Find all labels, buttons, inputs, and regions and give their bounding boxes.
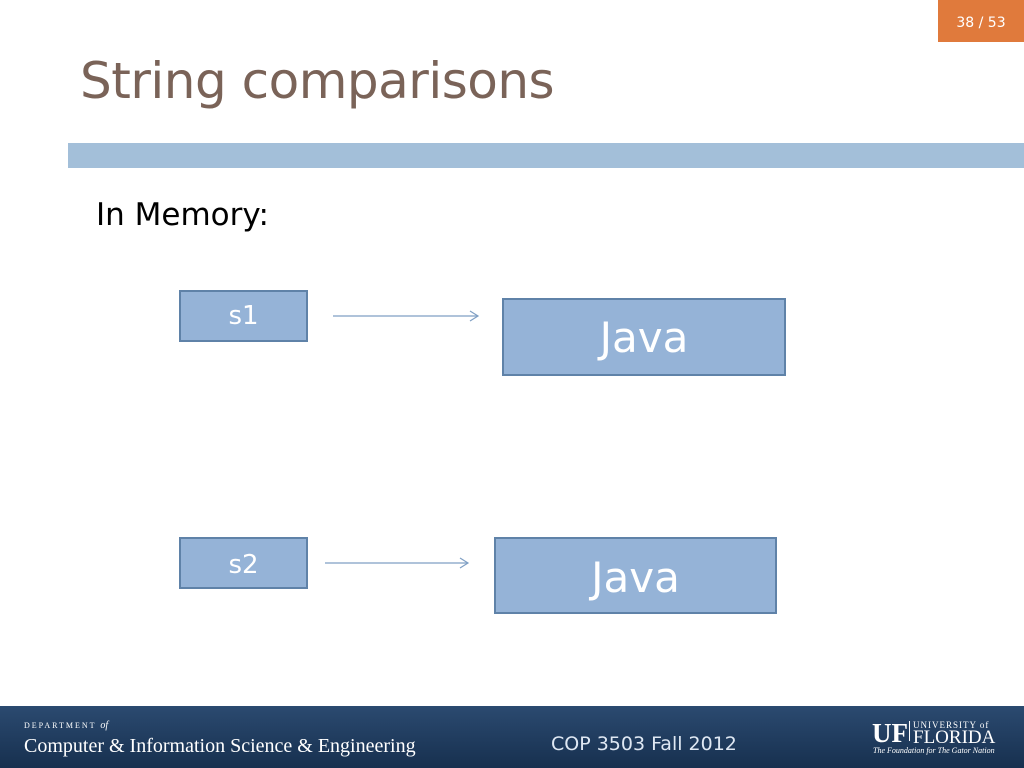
course-name: COP 3503 Fall 2012: [551, 733, 737, 755]
variable-box: s1: [179, 290, 308, 342]
logo-divider: [909, 721, 910, 741]
arrow-head: [469, 310, 480, 322]
slide-number: 38 / 53: [938, 0, 1024, 42]
arrow-head: [459, 557, 470, 569]
title-bar: [68, 143, 1024, 168]
logo-uf: UF: [872, 718, 908, 748]
variable-box: s2: [179, 537, 308, 589]
department-name: Computer & Information Science & Enginee…: [24, 735, 416, 757]
slide-title: String comparisons: [80, 52, 555, 110]
string-box: Java: [502, 298, 786, 376]
arrows: [325, 310, 480, 569]
logo-university: UNIVERSITY of: [913, 720, 990, 730]
logo-tagline: The Foundation for The Gator Nation: [873, 746, 995, 755]
department-word: DEPARTMENT: [24, 721, 97, 730]
of-word: of: [100, 720, 109, 731]
footer: DEPARTMENT of Computer & Information Sci…: [0, 706, 1024, 768]
body-text: In Memory:: [96, 197, 269, 233]
string-box: Java: [494, 537, 777, 614]
department-label: DEPARTMENT of: [24, 720, 108, 731]
logo-florida: FLORIDA: [913, 727, 996, 748]
